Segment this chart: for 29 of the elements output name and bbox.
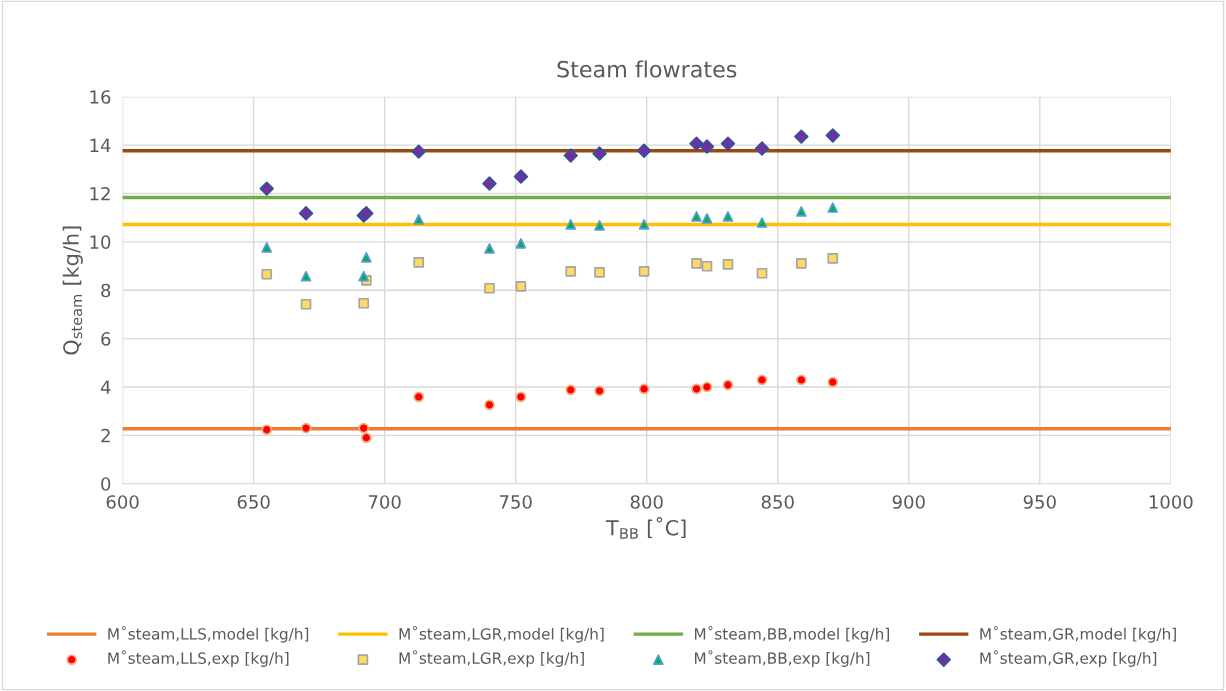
y-tick-label: 2 [101,428,110,443]
x-tick-label: 850 [761,495,794,509]
legend-label: M˚steam,LGR,exp [kg/h] [399,650,584,667]
legend-label: M˚steam,LLS,exp [kg/h] [108,650,289,667]
legend-label: M˚steam,GR,model [kg/h] [980,626,1176,643]
x-tick-label: 1000 [1149,495,1193,509]
chart-title: Steam flowrates [557,60,737,78]
y-tick-label: 0 [101,477,111,491]
y-tick-label: 8 [101,283,111,298]
y-tick-label: 12 [90,186,110,201]
x-tick-label: 650 [237,495,270,509]
legend-label: M˚steam,LLS,model [kg/h] [108,626,309,643]
y-tick-label: 14 [90,138,111,152]
y-tick-label: 6 [101,332,111,346]
legend-label: M˚steam,BB,model [kg/h] [694,626,889,643]
x-axis-title: T$_{BB}$ [˚C] [605,517,686,539]
y-axis-title: Q$_{steam}$ [kg/h] [62,226,83,355]
y-tick-label: 4 [100,380,111,394]
x-tick-label: 800 [630,495,663,509]
x-tick-label: 900 [892,495,925,509]
y-tick-label: 10 [90,235,111,249]
x-tick-label: 600 [106,495,139,509]
legend-label: M˚steam,BB,exp [kg/h] [694,650,870,667]
legend-label: M˚steam,LGR,model [kg/h] [399,626,604,643]
x-tick-label: 750 [499,495,532,509]
y-tick-label: 16 [90,90,111,104]
legend-label: M˚steam,GR,exp [kg/h] [980,650,1157,667]
x-tick-label: 700 [368,495,401,509]
x-tick-label: 950 [1023,495,1056,509]
